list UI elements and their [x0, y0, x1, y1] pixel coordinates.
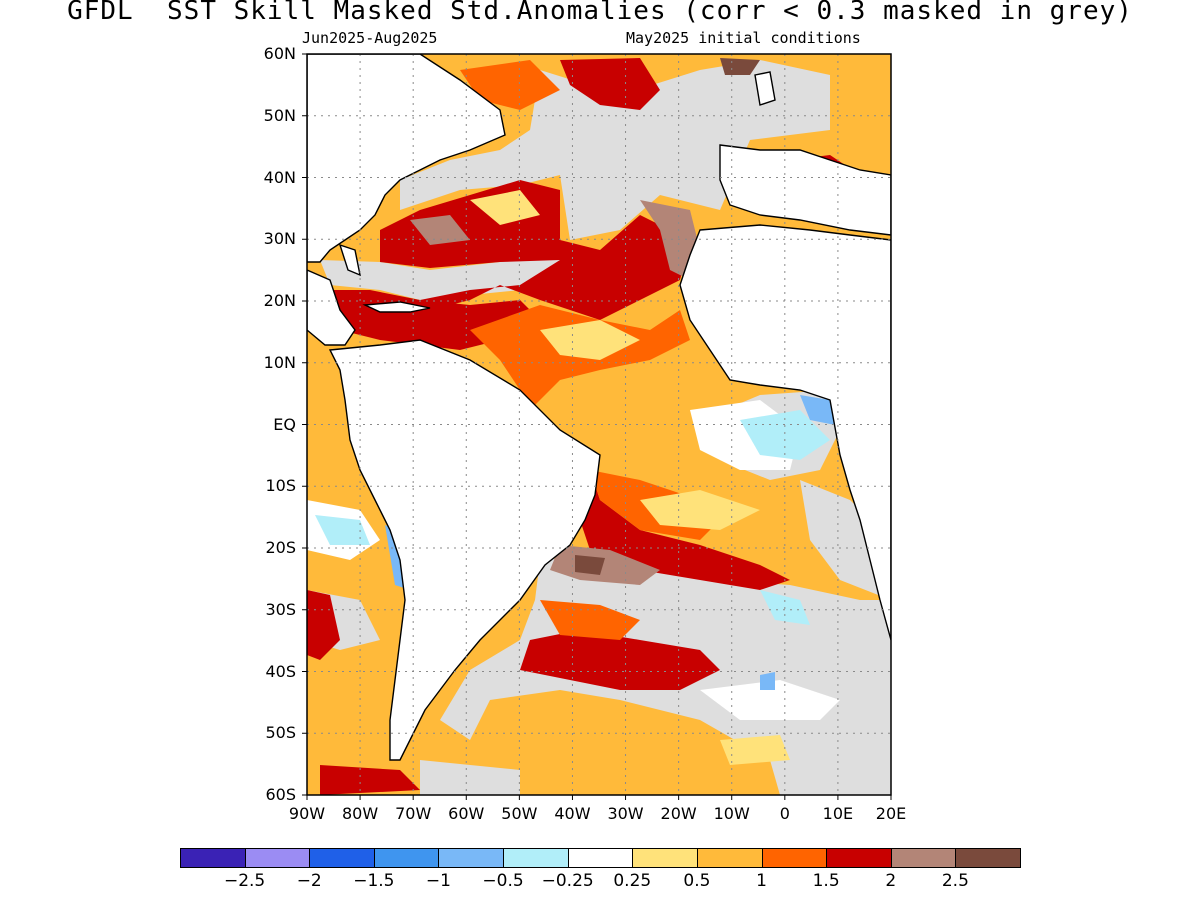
- colorbar-swatch: [309, 848, 376, 868]
- blue-south: [760, 672, 775, 690]
- lon-label: 90W: [288, 804, 326, 823]
- lat-label: 30N: [263, 229, 296, 249]
- florida-land: [338, 243, 361, 277]
- brown-south: [550, 545, 660, 585]
- tick-marks: [302, 53, 892, 800]
- lon-label: 10W: [713, 804, 750, 823]
- blue-gulf-guinea: [800, 395, 835, 425]
- lon-label: 40W: [554, 804, 591, 823]
- white-south: [700, 680, 840, 720]
- lat-label: 40N: [263, 167, 296, 187]
- colorbar-swatch: [696, 848, 764, 868]
- lon-label: 50W: [501, 804, 538, 823]
- colorbar-swatch: [761, 848, 828, 868]
- forecast-period-label: Jun2025-Aug2025: [302, 29, 438, 47]
- yellow-east: [640, 490, 760, 530]
- south-america-land: [328, 339, 601, 761]
- colorbar-label: −1: [425, 871, 451, 891]
- yellow-south: [720, 735, 790, 765]
- initial-conditions-label: May2025 initial conditions: [626, 29, 861, 47]
- red-pacific: [307, 590, 340, 660]
- north-america-land: [307, 54, 506, 263]
- lon-label: 20E: [875, 804, 907, 823]
- colorbar-swatch: [180, 848, 247, 868]
- mask-far-south: [420, 760, 520, 795]
- lat-label: 10N: [263, 352, 296, 372]
- lon-label: 70W: [395, 804, 432, 823]
- cyan-gulf-guinea: [740, 410, 830, 460]
- colorbar-label: 0.5: [683, 871, 711, 891]
- lon-label: 30W: [607, 804, 644, 823]
- red-north: [560, 58, 660, 110]
- colorbar-swatch: [890, 848, 957, 868]
- dark-brown-south: [575, 555, 605, 575]
- colorbar-label: −2: [296, 871, 322, 891]
- lat-label: 30S: [265, 599, 296, 619]
- colorbar-swatch: [373, 848, 440, 868]
- mask-southeast: [800, 480, 891, 600]
- colorbar-swatch: [826, 848, 893, 868]
- central-america-land: [307, 269, 356, 346]
- light-yellow-regions: [470, 190, 790, 765]
- lat-label: 50S: [265, 723, 296, 743]
- colorbar-label: −0.5: [482, 871, 524, 891]
- yellow-north: [470, 190, 540, 225]
- lon-label: 80W: [341, 804, 379, 823]
- lon-label: 10E: [822, 804, 854, 823]
- colorbar-label: −2.5: [223, 871, 266, 891]
- colorbar-label: 1.5: [812, 871, 840, 891]
- colorbar-label: 0.25: [613, 871, 652, 891]
- colorbar-swatch: [955, 848, 1022, 868]
- colorbar-swatch: [632, 848, 699, 868]
- red-far-south: [320, 765, 420, 795]
- brown-patches: [410, 200, 700, 585]
- mask-north-atlantic: [400, 60, 830, 240]
- brown-central: [410, 215, 470, 245]
- colorbar-label: 2: [885, 871, 897, 891]
- plot-title: GFDL SST Skill Masked Std.Anomalies (cor…: [67, 0, 1133, 26]
- cyan-pacific: [315, 515, 370, 545]
- europe-land: [719, 144, 891, 236]
- lat-label: 60N: [263, 44, 296, 63]
- lon-label: 0: [779, 804, 790, 823]
- grid-lines: [307, 54, 891, 795]
- orange-north: [460, 60, 560, 110]
- colorbar-swatch: [244, 848, 311, 868]
- colorbar-label: −1.5: [353, 871, 395, 891]
- lat-label: 50N: [263, 105, 296, 125]
- lat-label: 60S: [265, 785, 296, 804]
- colorbar-label: 2.5: [941, 871, 969, 891]
- lon-label: 60W: [448, 804, 485, 823]
- colorbar-swatch: [567, 848, 634, 868]
- dark-brown-north: [720, 58, 760, 75]
- red-atlantic-band: [330, 180, 690, 320]
- colorbar-swatch: [438, 848, 505, 868]
- lat-label: 10S: [265, 476, 296, 496]
- lat-label: 20S: [265, 538, 296, 557]
- colorbar-label: −0.25: [541, 871, 594, 891]
- colorbar-label: 1: [756, 871, 767, 891]
- colorbar-swatch: [503, 848, 570, 868]
- lat-label: 20N: [263, 291, 296, 310]
- lat-label: 40S: [265, 661, 296, 681]
- orange-south: [540, 600, 640, 640]
- lat-label: EQ: [273, 414, 296, 434]
- yellow-tropical: [540, 320, 640, 360]
- uk-island: [754, 71, 776, 106]
- brown-north-atlantic: [640, 200, 700, 280]
- red-south-belt: [520, 630, 720, 690]
- lon-label: 20W: [660, 804, 697, 823]
- cuba-island: [362, 301, 431, 313]
